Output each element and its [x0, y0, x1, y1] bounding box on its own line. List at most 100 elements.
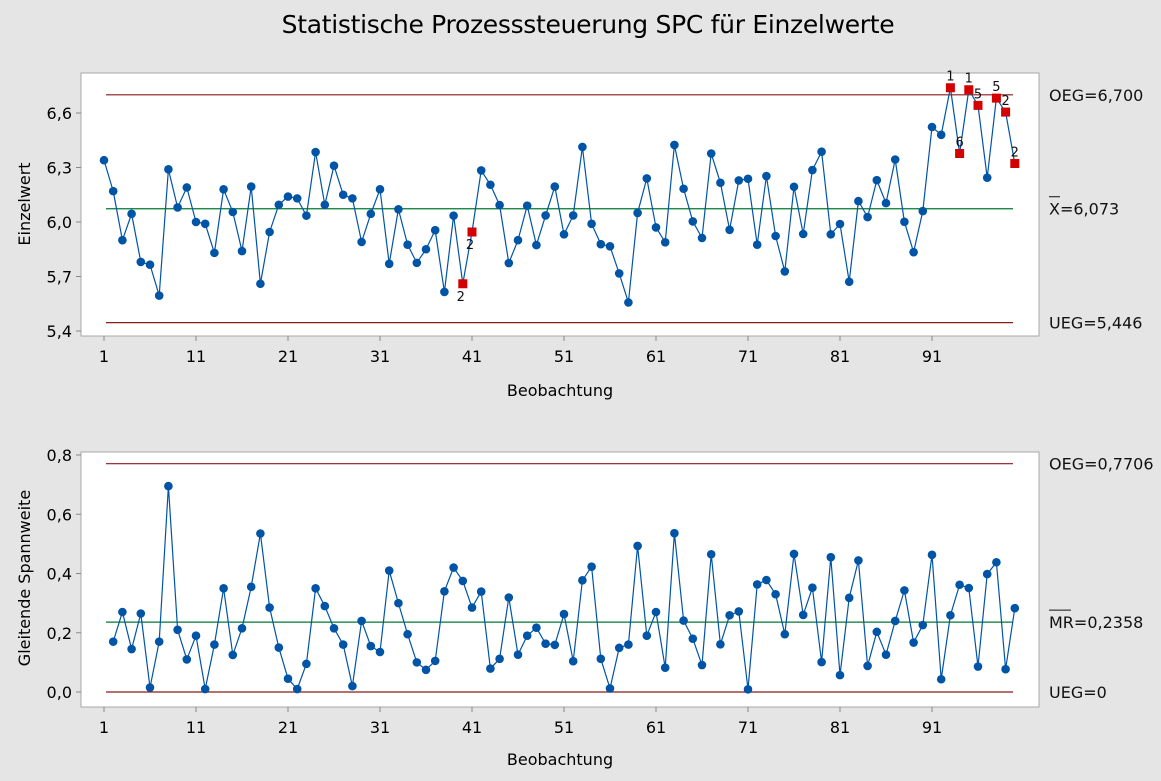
data-point: [716, 178, 725, 188]
data-point: [559, 609, 569, 619]
data-point: [292, 684, 302, 694]
x-tick-label: 11: [186, 718, 206, 737]
data-point: [522, 201, 532, 210]
violation-point: [1001, 107, 1011, 117]
data-point: [587, 219, 596, 229]
data-point: [614, 643, 624, 653]
data-point: [421, 244, 431, 254]
x-tick-label: 1: [99, 347, 109, 366]
data-point: [762, 171, 771, 181]
lcl-label: UEG=0: [1049, 683, 1107, 702]
data-point: [789, 549, 799, 559]
data-point: [578, 142, 587, 152]
data-point: [762, 575, 771, 585]
data-point: [734, 607, 744, 616]
data-point: [982, 173, 992, 182]
data-point: [145, 683, 155, 692]
data-point: [302, 211, 311, 220]
data-point: [430, 656, 440, 666]
data-point: [624, 298, 633, 307]
data-point: [716, 640, 725, 649]
data-point: [798, 229, 808, 239]
violation-label: 2: [457, 290, 465, 305]
data-point: [532, 623, 541, 633]
individuals-panel: 5,45,76,06,36,61 11 21 31 41 51 61 71 81 91Beobac…: [15, 70, 1143, 400]
data-point: [771, 589, 780, 599]
data-point: [403, 629, 412, 639]
data-point: [844, 277, 854, 287]
data-point: [237, 624, 247, 633]
violation-label: 5: [992, 80, 1000, 95]
data-point: [256, 279, 265, 289]
x-tick-label: 91: [922, 347, 942, 366]
data-point: [173, 203, 182, 212]
data-point: [881, 198, 891, 208]
data-point: [311, 584, 320, 593]
data-point: [844, 593, 854, 603]
x-axis-title: Beobachtung: [507, 750, 613, 769]
data-point: [532, 240, 541, 250]
violation-point: [973, 100, 983, 110]
data-point: [1001, 664, 1010, 674]
data-point: [182, 183, 192, 192]
data-point: [808, 583, 817, 593]
data-point: [973, 662, 983, 671]
y-tick-label: 0,4: [47, 565, 72, 584]
data-point: [688, 634, 698, 643]
data-point: [504, 258, 514, 268]
data-point: [200, 219, 210, 229]
y-tick-label: 0,8: [47, 446, 72, 465]
data-point: [817, 147, 826, 156]
data-point: [651, 607, 661, 617]
data-point: [614, 269, 624, 278]
data-point: [366, 209, 376, 219]
data-point: [449, 563, 458, 572]
data-point: [798, 610, 808, 620]
data-point: [854, 556, 863, 565]
data-point: [136, 257, 146, 267]
data-point: [734, 176, 744, 185]
series-line: [103, 87, 1016, 303]
violation-label: 2: [1001, 94, 1009, 109]
center-label: X=6,073: [1049, 200, 1119, 219]
violation-point: [991, 93, 1001, 103]
x-tick-label: 51: [554, 718, 574, 737]
data-point: [771, 231, 780, 241]
data-point: [559, 230, 569, 239]
x-axis-title: Beobachtung: [507, 381, 613, 400]
data-point: [154, 637, 164, 646]
data-point: [191, 631, 201, 641]
data-point: [900, 217, 909, 227]
data-point: [118, 607, 127, 617]
data-point: [366, 641, 376, 651]
data-point: [900, 586, 909, 595]
data-point: [890, 616, 900, 626]
data-point: [394, 598, 403, 608]
y-tick-label: 6,3: [47, 159, 72, 178]
data-point: [743, 174, 753, 184]
data-point: [982, 569, 992, 579]
data-point: [348, 681, 357, 691]
x-tick-label: 71: [738, 718, 758, 737]
x-tick-label: 31: [370, 718, 390, 737]
violation-point: [467, 227, 477, 237]
data-point: [108, 186, 118, 196]
data-point: [357, 616, 366, 626]
data-point: [633, 541, 642, 551]
data-point: [256, 529, 265, 538]
violation-point: [458, 279, 468, 289]
data-point: [927, 122, 937, 132]
y-tick-label: 6,6: [47, 104, 72, 123]
data-point: [863, 212, 872, 222]
data-point: [725, 610, 734, 620]
data-point: [164, 481, 173, 491]
data-point: [154, 291, 164, 300]
data-point: [329, 161, 339, 170]
violation-point: [1010, 159, 1020, 169]
data-point: [274, 643, 284, 652]
data-point: [808, 165, 817, 175]
violation-label: 1: [965, 72, 973, 87]
data-point: [384, 566, 394, 575]
data-point: [467, 603, 477, 612]
